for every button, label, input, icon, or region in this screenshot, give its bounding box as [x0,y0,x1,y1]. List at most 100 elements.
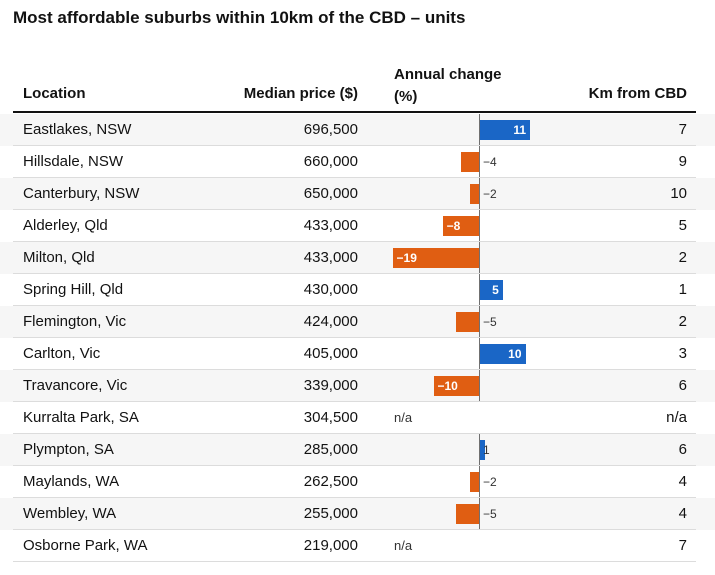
annual-change-label: −2 [483,187,497,201]
annual-change-label: −2 [483,475,497,489]
row-median-price: 430,000 [303,281,358,298]
annual-change-bar [392,248,479,268]
row-median-price: 255,000 [303,505,358,522]
row-location: Spring Hill, Qld [23,281,124,298]
header-median-price: Median price ($) [243,85,358,102]
row-location: Kurralta Park, SA [23,409,139,426]
table-row: Travancore, Vic 339,000 −10 6 [0,370,715,402]
annual-change-label: −10 [437,379,458,393]
zero-axis-line [479,306,480,338]
annual-change-bar [456,312,479,332]
zero-axis-line [479,210,480,242]
annual-change-label: 11 [513,123,527,137]
header-rule [13,111,696,113]
zero-axis-line [479,338,480,370]
row-km-from-cbd: 6 [678,377,687,394]
row-median-price: 696,500 [303,121,358,138]
row-km-from-cbd: 6 [678,441,687,458]
table-row: Canterbury, NSW 650,000 −2 10 [0,178,715,210]
table-body: Eastlakes, NSW 696,500 11 7 Hillsdale, NSW 66… [0,114,715,562]
row-location: Alderley, Qld [23,217,108,234]
annual-change-bar [469,184,479,204]
row-location: Osborne Park, WA [23,537,148,554]
row-km-from-cbd: 4 [678,473,687,490]
row-km-from-cbd: 4 [678,505,687,522]
table-row: Milton, Qld 433,000 −19 2 [0,242,715,274]
row-location: Wembley, WA [23,505,117,522]
zero-axis-line [479,178,480,210]
zero-axis-line [479,114,480,146]
annual-change-label: −8 [446,219,461,233]
row-median-price: 262,500 [303,473,358,490]
row-median-price: 405,000 [303,345,358,362]
table-row: Plympton, SA 285,000 1 6 [0,434,715,466]
row-location: Eastlakes, NSW [23,121,132,138]
zero-axis-line [479,146,480,178]
header-km-from-cbd: Km from CBD [588,85,687,102]
header-annual-change: Annual change (%) [394,64,502,108]
table-row: Kurralta Park, SA 304,500 n/a n/a [0,402,715,434]
annual-change-bar [480,440,485,460]
table-row: Eastlakes, NSW 696,500 11 7 [0,114,715,146]
annual-change-label: −5 [483,315,497,329]
row-median-price: 219,000 [303,537,358,554]
annual-change-label: 5 [492,283,499,297]
row-median-price: 650,000 [303,185,358,202]
row-annual-change-na: n/a [394,538,413,553]
annual-change-label: −19 [396,251,417,265]
zero-axis-line [479,498,480,530]
table-row: Spring Hill, Qld 430,000 5 1 [0,274,715,306]
row-location: Travancore, Vic [23,377,128,394]
row-km-from-cbd: 7 [678,121,687,138]
row-location: Maylands, WA [23,473,120,490]
annual-change-bar [456,504,479,524]
table-row: Flemington, Vic 424,000 −5 2 [0,306,715,338]
row-location: Plympton, SA [23,441,114,458]
row-median-price: 660,000 [303,153,358,170]
row-km-from-cbd: 5 [678,217,687,234]
zero-axis-line [479,242,480,274]
annual-change-bar [480,280,503,300]
table-row: Carlton, Vic 405,000 10 3 [0,338,715,370]
header-annual-change-line1: Annual change [394,66,502,83]
row-median-price: 304,500 [303,409,358,426]
table-row: Alderley, Qld 433,000 −8 5 [0,210,715,242]
annual-change-label: 1 [483,443,490,457]
zero-axis-line [479,370,480,402]
annual-change-bar [442,216,479,236]
zero-axis-line [479,434,480,466]
row-km-from-cbd: 7 [678,537,687,554]
row-km-from-cbd: n/a [666,409,687,426]
table-row: Hillsdale, NSW 660,000 −4 9 [0,146,715,178]
annual-change-bar [480,344,526,364]
row-median-price: 433,000 [303,249,358,266]
annual-change-bar [433,376,479,396]
row-km-from-cbd: 3 [678,345,687,362]
row-location: Milton, Qld [23,249,95,266]
row-location: Carlton, Vic [23,345,101,362]
zero-axis-line [479,274,480,306]
row-km-from-cbd: 2 [678,249,687,266]
annual-change-bar [480,120,531,140]
annual-change-label: −4 [483,155,497,169]
header-location: Location [23,85,86,102]
table-row: Maylands, WA 262,500 −2 4 [0,466,715,498]
row-median-price: 433,000 [303,217,358,234]
row-km-from-cbd: 2 [678,313,687,330]
table-row: Osborne Park, WA 219,000 n/a 7 [0,530,715,562]
row-median-price: 285,000 [303,441,358,458]
row-annual-change-na: n/a [394,410,413,425]
annual-change-bar [469,472,479,492]
row-median-price: 339,000 [303,377,358,394]
chart-title: Most affordable suburbs within 10km of t… [13,8,466,27]
annual-change-label: −5 [483,507,497,521]
row-location: Flemington, Vic [23,313,127,330]
annual-change-label: 10 [508,347,522,361]
row-median-price: 424,000 [303,313,358,330]
row-km-from-cbd: 1 [678,281,687,298]
row-km-from-cbd: 10 [670,185,687,202]
annual-change-bar [460,152,479,172]
row-location: Hillsdale, NSW [23,153,124,170]
header-annual-change-line2: (%) [394,88,418,105]
row-location: Canterbury, NSW [23,185,140,202]
